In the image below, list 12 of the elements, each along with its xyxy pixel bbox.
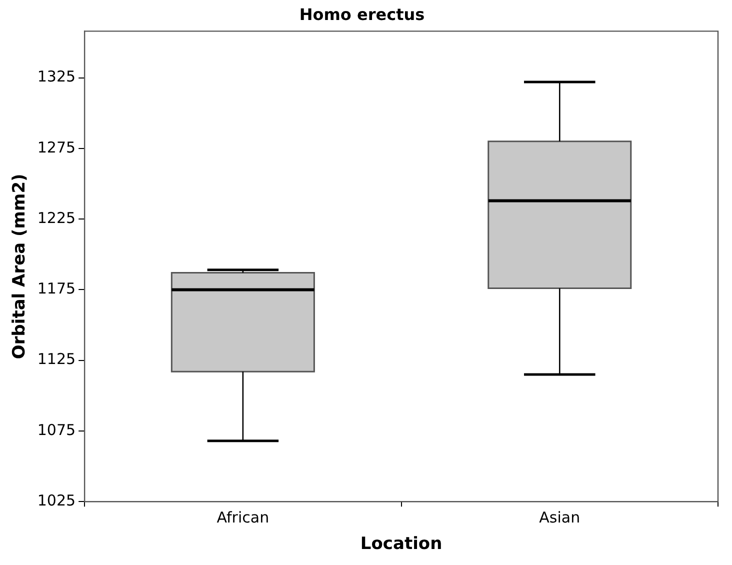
x-tick-label: African	[216, 508, 270, 526]
y-tick-label: 1275	[37, 138, 76, 156]
y-tick-label: 1125	[37, 350, 76, 368]
y-axis-title: Orbital Area (mm2)	[10, 174, 30, 360]
y-tick-label: 1175	[37, 280, 76, 298]
y-tick-label: 1025	[37, 491, 76, 510]
y-tick-label: 1225	[37, 208, 76, 227]
y-tick-label: 1325	[37, 68, 76, 86]
y-tick-label: 1075	[37, 420, 76, 439]
x-tick-label: Asian	[539, 508, 580, 526]
x-axis-title: Location	[360, 534, 442, 554]
chart-title: Homo erectus	[299, 4, 425, 24]
